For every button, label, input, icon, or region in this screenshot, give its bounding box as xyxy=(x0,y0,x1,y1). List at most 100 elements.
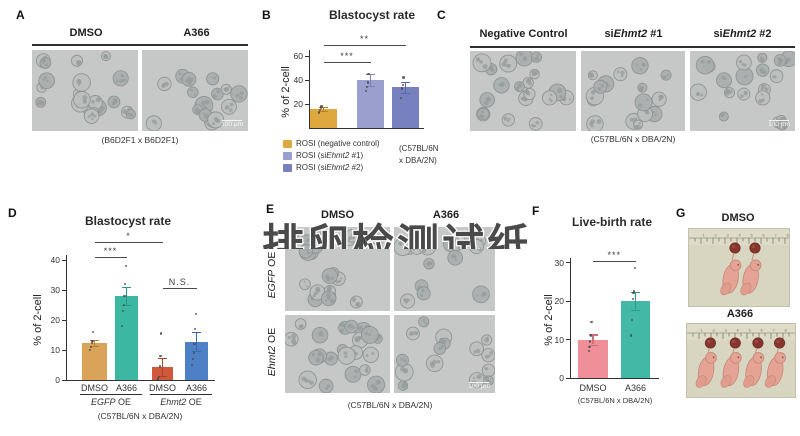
panel-d-label: D xyxy=(8,206,17,220)
panel-f-y-axis-label: % of 2-cell xyxy=(543,294,555,346)
legend-item-siEhmt2-1: ROSI (siEhmt2 #1) xyxy=(283,151,363,160)
y-tick-B xyxy=(305,103,309,105)
error-cap-bottom-D-0 xyxy=(90,345,99,347)
panel-c-micrograph-siEhmt2-2: 100 μm xyxy=(690,51,795,131)
y-tick-F xyxy=(566,262,570,263)
y-tick-F xyxy=(566,339,570,340)
data-point-D xyxy=(191,357,195,361)
embryo-image xyxy=(690,51,795,131)
data-point-B xyxy=(318,108,322,112)
y-axis-F xyxy=(570,258,572,378)
data-point-B xyxy=(401,83,404,86)
legend-swatch xyxy=(283,163,292,172)
y-tick-D xyxy=(62,259,66,261)
panel-f-chart-title: Live-birth rate xyxy=(571,215,652,229)
sig-line-D-0 xyxy=(94,257,127,258)
data-point-D xyxy=(89,348,92,352)
y-axis-B xyxy=(309,50,311,128)
data-point-F xyxy=(630,334,633,337)
bar-D-3 xyxy=(185,341,208,380)
data-point-D xyxy=(193,327,197,331)
panel-c-header-siEhmt2-1: siEhmt2 #1 xyxy=(604,28,663,40)
panel-e-micrograph-egfp-a366 xyxy=(394,227,495,311)
data-point-D xyxy=(123,294,126,298)
data-point-B xyxy=(366,81,369,84)
panel-e-micrograph-ehmt2-a366: 100 μm xyxy=(394,315,495,393)
data-point-B xyxy=(318,111,321,114)
panel-d-group2-rule xyxy=(150,394,212,395)
panel-g-label: G xyxy=(676,206,686,220)
y-tick-label-F: 30 xyxy=(554,257,564,268)
panel-a-header-dmso: DMSO xyxy=(69,27,103,39)
data-point-D xyxy=(122,303,125,307)
embryo-image xyxy=(394,227,495,311)
data-point-D xyxy=(121,324,124,328)
panel-e-row-label-egfp-oe: EGFP OE xyxy=(266,251,278,299)
x-tick-label-F-1: A366 xyxy=(624,383,647,393)
svg-text:1: 1 xyxy=(703,233,706,238)
panel-d-chart-title: Blastocyst rate xyxy=(84,214,172,228)
error-bar-F-0 xyxy=(592,334,594,345)
data-point-B xyxy=(365,89,368,92)
error-cap-bottom-D-2 xyxy=(158,375,167,377)
sig-label-D-0: *** xyxy=(103,246,118,256)
x-tick-label-F-0: DMSO xyxy=(579,383,607,393)
embryo-image xyxy=(581,51,685,131)
scale-bar: 100 μm xyxy=(468,381,490,390)
error-bar-F-1 xyxy=(634,292,637,310)
panel-b-chart-title: Blastocyst rate xyxy=(328,8,416,22)
svg-text:7: 7 xyxy=(773,328,776,333)
data-point-F xyxy=(630,319,634,322)
error-cap-top-D-3 xyxy=(192,332,201,334)
error-cap-top-F-1 xyxy=(631,292,640,294)
legend-item-siEhmt2-2: ROSI (siEhmt2 #2) xyxy=(283,163,363,172)
pups-photo: 1 2 3 4 5 6 7 8 xyxy=(689,229,789,306)
svg-text:6: 6 xyxy=(763,233,766,238)
y-tick-D xyxy=(62,349,66,351)
sig-line-D-1 xyxy=(94,242,163,243)
error-cap-bottom-F-1 xyxy=(631,309,640,312)
panel-b-y-axis-label: % of 2-cell xyxy=(280,66,292,118)
panel-d-group-label-ehmt2-oe: Ehmt2 OE xyxy=(160,397,202,407)
data-point-B xyxy=(319,106,322,109)
x-tick-label-D-0: DMSO xyxy=(81,383,108,393)
sig-line-F-0 xyxy=(593,261,636,262)
error-cap-top-B-1 xyxy=(366,74,375,76)
sig-line-B-0 xyxy=(323,62,371,63)
data-point-F xyxy=(631,297,634,301)
panel-a-micrograph-a366: 100 μm xyxy=(142,50,248,131)
data-point-D xyxy=(90,341,93,344)
panel-e-caption: (C57BL/6N x DBA/2N) xyxy=(347,400,433,410)
sig-label-B-1: ** xyxy=(359,34,369,44)
panel-d-caption: (C57BL/6N x DBA/2N) xyxy=(97,411,183,421)
panel-a-micrograph-dmso xyxy=(32,50,138,131)
error-bar-D-1 xyxy=(125,287,128,305)
panel-g-photo-dmso-pups: 1 2 3 4 5 6 7 8 xyxy=(688,228,790,307)
bar-F-1 xyxy=(621,301,650,378)
data-point-D xyxy=(91,339,94,343)
watermark-text: 排卵检测试纸 xyxy=(262,220,533,249)
panel-a-label: A xyxy=(16,8,25,22)
scale-bar: 100 μm xyxy=(221,119,243,128)
embryo-image xyxy=(394,315,495,393)
bar-B-2 xyxy=(392,87,419,128)
x-tick-label-D-2: DMSO xyxy=(149,383,176,393)
panel-g-header-a366: A366 xyxy=(726,308,754,320)
panel-d-y-axis-label: % of 2-cell xyxy=(32,294,44,346)
panel-c-header-rule xyxy=(470,46,795,48)
y-tick-B xyxy=(305,79,309,81)
y-axis-D xyxy=(66,255,68,380)
data-point-D xyxy=(192,351,195,355)
svg-text:2: 2 xyxy=(715,233,718,238)
panel-e-header-a366: A366 xyxy=(432,209,460,221)
sig-label-F-0: *** xyxy=(607,250,621,260)
error-cap-top-D-0 xyxy=(90,339,99,341)
embryo-image xyxy=(285,315,390,393)
svg-text:8: 8 xyxy=(785,328,788,333)
bar-D-0 xyxy=(82,342,107,380)
data-point-D xyxy=(157,375,161,379)
data-point-D xyxy=(193,342,196,346)
data-point-F xyxy=(589,334,593,337)
svg-text:5: 5 xyxy=(751,233,754,238)
data-point-F xyxy=(632,290,636,293)
